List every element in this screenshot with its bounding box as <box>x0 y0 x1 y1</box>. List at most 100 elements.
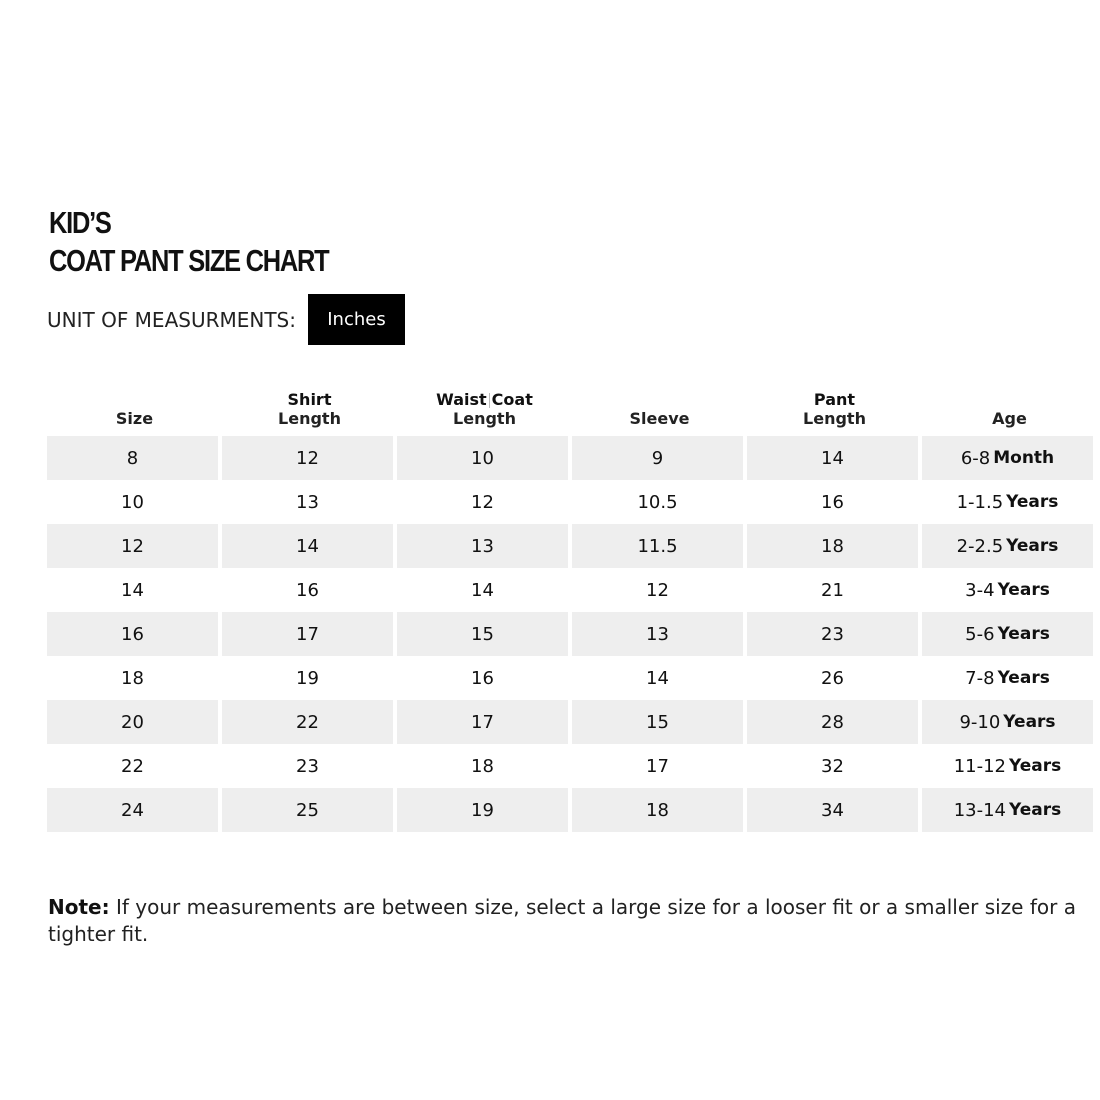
cell-sleeve: 13 <box>572 612 743 656</box>
age-range: 9-10 <box>959 711 1001 733</box>
cell-sleeve: 18 <box>572 788 743 832</box>
header-line-1: Pant <box>813 390 856 409</box>
column-header: Age <box>922 372 1097 436</box>
cell-waistcoat: 14 <box>471 579 494 601</box>
age-unit: Years <box>997 668 1050 688</box>
cell-shirt: 13 <box>296 491 319 513</box>
cell-age: 5-6 Years <box>922 612 1093 656</box>
cell-size: 8 <box>47 436 218 480</box>
table-body: 8 12 10 9 14 6-8 Month 10 13 12 10.5 16 1-1.5 Years 12… <box>47 436 1097 832</box>
age-range: 2-2.5 <box>956 535 1004 557</box>
cell-waistcoat: 10 <box>397 436 568 480</box>
cell-pant: 23 <box>747 612 918 656</box>
cell-size: 10 <box>121 491 144 513</box>
age-unit: Years <box>1003 712 1056 732</box>
unit-label: UNIT OF MEASURMENTS: <box>47 307 296 332</box>
note-label: Note: <box>48 895 110 919</box>
table-row: 20 22 17 15 28 9-10 Years <box>47 700 1097 744</box>
column-header: Size <box>47 372 222 436</box>
header-line-1: Waist Coat <box>436 390 533 409</box>
cell-pant: 16 <box>821 491 844 513</box>
cell-waistcoat: 18 <box>471 755 494 777</box>
cell-age: 3-4 Years <box>922 568 1093 612</box>
cell-pant: 21 <box>821 579 844 601</box>
age-unit: Years <box>1009 800 1062 820</box>
table-row: 10 13 12 10.5 16 1-1.5 Years <box>47 480 1097 524</box>
page-title: KID’S COAT PANT SIZE CHART <box>49 204 330 280</box>
header-line-2: Age <box>992 409 1027 428</box>
cell-waistcoat: 16 <box>471 667 494 689</box>
table-row: 22 23 18 17 32 11-12 Years <box>47 744 1097 788</box>
cell-shirt: 23 <box>296 755 319 777</box>
cell-sleeve: 15 <box>572 700 743 744</box>
table-row: 24 25 19 18 34 13-14 Years <box>47 788 1097 832</box>
header-line-2: Length <box>803 409 866 428</box>
cell-size: 12 <box>47 524 218 568</box>
age-unit: Years <box>1006 536 1059 556</box>
cell-age: 9-10 Years <box>922 700 1093 744</box>
cell-pant: 28 <box>747 700 918 744</box>
header-line-2: Sleeve <box>629 409 690 428</box>
cell-shirt: 12 <box>222 436 393 480</box>
table-row: 18 19 16 14 26 7-8 Years <box>47 656 1097 700</box>
header-line-2: Length <box>278 409 341 428</box>
cell-pant: 14 <box>747 436 918 480</box>
column-header: Pant Length <box>747 372 922 436</box>
cell-sleeve: 11.5 <box>572 524 743 568</box>
header-line-2: Length <box>453 409 516 428</box>
cell-shirt: 17 <box>222 612 393 656</box>
unit-badge: Inches <box>307 294 405 345</box>
table-row: 8 12 10 9 14 6-8 Month <box>47 436 1097 480</box>
column-header: Waist Coat Length <box>397 372 572 436</box>
cell-age: 1-1.5 Years <box>922 480 1093 524</box>
cell-age: 11-12 Years <box>922 744 1093 788</box>
cell-sleeve: 14 <box>646 667 669 689</box>
cell-size: 24 <box>47 788 218 832</box>
age-unit: Month <box>993 448 1055 468</box>
title-line-1: KID’S <box>49 205 112 240</box>
cell-shirt: 14 <box>222 524 393 568</box>
age-range: 5-6 <box>965 623 995 645</box>
cell-waistcoat: 12 <box>471 491 494 513</box>
table-header: Size Shirt Length Waist Coat Length Sleeve Pant… <box>47 372 1097 436</box>
cell-age: 13-14 Years <box>922 788 1093 832</box>
cell-shirt: 22 <box>222 700 393 744</box>
cell-age: 7-8 Years <box>922 656 1093 700</box>
age-unit: Years <box>997 624 1050 644</box>
cell-pant: 32 <box>821 755 844 777</box>
cell-waistcoat: 17 <box>397 700 568 744</box>
cell-size: 18 <box>121 667 144 689</box>
cell-pant: 18 <box>747 524 918 568</box>
cell-size: 16 <box>47 612 218 656</box>
cell-shirt: 16 <box>296 579 319 601</box>
header-line-2: Size <box>115 409 154 428</box>
unit-of-measurement: UNIT OF MEASURMENTS: Inches <box>47 294 405 345</box>
age-range: 11-12 <box>953 755 1007 777</box>
cell-waistcoat: 15 <box>397 612 568 656</box>
cell-sleeve: 10.5 <box>637 491 678 513</box>
cell-age: 2-2.5 Years <box>922 524 1093 568</box>
age-range: 1-1.5 <box>956 491 1004 513</box>
age-unit: Years <box>997 580 1050 600</box>
cell-size: 20 <box>47 700 218 744</box>
title-line-2: COAT PANT SIZE CHART <box>49 243 330 278</box>
table-row: 16 17 15 13 23 5-6 Years <box>47 612 1097 656</box>
age-range: 13-14 <box>953 799 1007 821</box>
cell-sleeve: 17 <box>646 755 669 777</box>
header-line-1: Shirt <box>287 390 332 409</box>
age-unit: Years <box>1009 756 1062 776</box>
column-header: Sleeve <box>572 372 747 436</box>
cell-waistcoat: 13 <box>397 524 568 568</box>
column-header: Shirt Length <box>222 372 397 436</box>
divider <box>488 393 490 408</box>
cell-pant: 34 <box>747 788 918 832</box>
age-unit: Years <box>1006 492 1059 512</box>
size-chart-table: Size Shirt Length Waist Coat Length Sleeve Pant… <box>47 372 1097 832</box>
note: Note: If your measurements are between s… <box>48 894 1100 948</box>
cell-pant: 26 <box>821 667 844 689</box>
cell-sleeve: 12 <box>646 579 669 601</box>
cell-size: 22 <box>121 755 144 777</box>
cell-age: 6-8 Month <box>922 436 1093 480</box>
cell-sleeve: 9 <box>572 436 743 480</box>
age-range: 7-8 <box>965 667 995 689</box>
